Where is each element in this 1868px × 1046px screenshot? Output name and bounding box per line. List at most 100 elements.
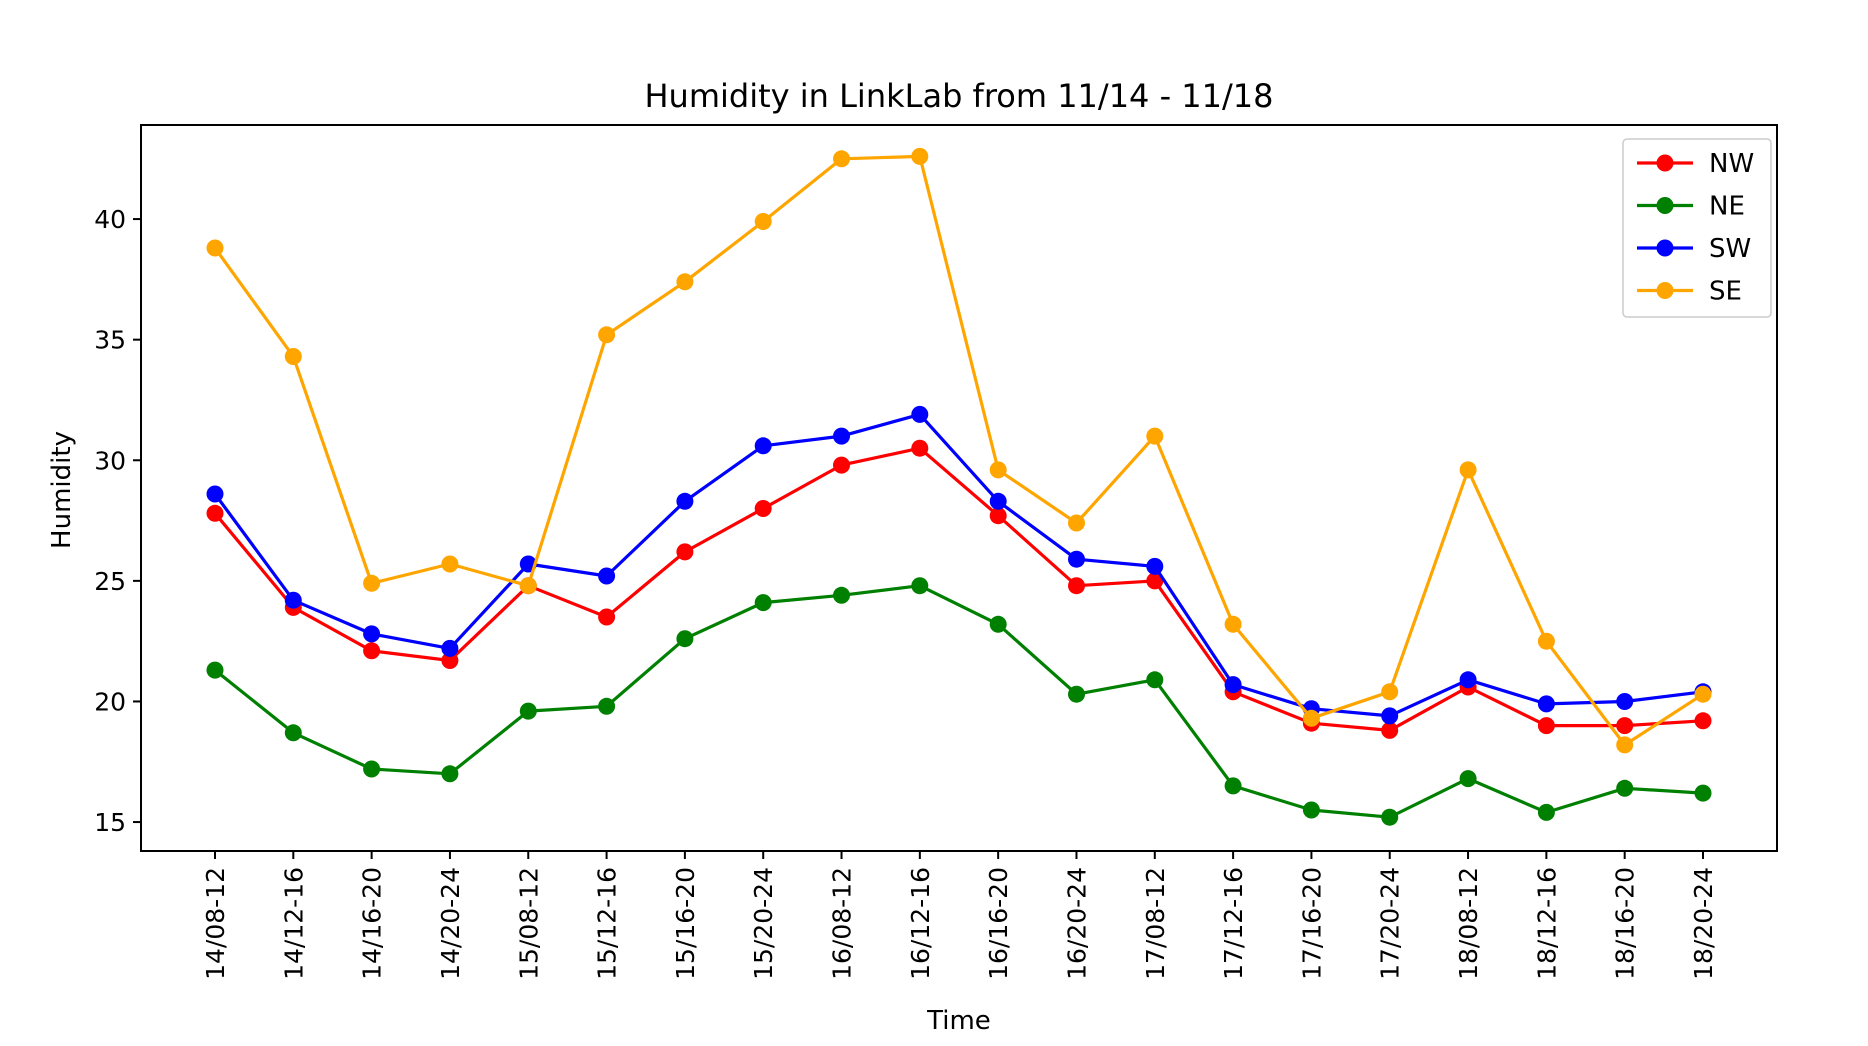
x-axis-ticks: 14/08-12 14/12-16 14/16-20 14/20-24 15/08-12… — [201, 851, 1718, 980]
data-point-ne — [1302, 801, 1320, 819]
data-point-sw — [284, 591, 302, 609]
x-tick-label: 15/20-24 — [749, 867, 778, 980]
x-tick-label: 14/08-12 — [201, 867, 230, 980]
series-line-sw — [213, 412, 1704, 718]
data-point-ne — [1068, 685, 1085, 703]
data-point-nw — [1537, 717, 1555, 735]
data-point-sw — [1068, 550, 1085, 568]
data-point-ne — [754, 594, 772, 612]
data-point-ne — [598, 697, 616, 715]
data-point-sw — [911, 405, 929, 423]
y-axis-label: Humidity — [47, 431, 77, 549]
y-tick-label: 40 — [94, 205, 126, 234]
data-point-nw — [1068, 577, 1085, 595]
data-point-se — [1381, 683, 1399, 701]
x-tick-label: 17/12-16 — [1219, 867, 1248, 980]
x-tick-label: 14/20-24 — [436, 867, 465, 980]
legend-marker-nw — [1656, 154, 1674, 172]
data-point-se — [1146, 427, 1164, 445]
data-point-se — [676, 273, 694, 291]
data-point-sw — [363, 625, 381, 643]
legend-marker-se — [1656, 282, 1674, 299]
data-point-nw — [598, 608, 616, 626]
legend-item-sw: SW — [1637, 234, 1751, 264]
data-point-nw — [206, 504, 224, 522]
x-tick-label: 18/16-20 — [1611, 867, 1640, 980]
series-line-se — [213, 154, 1704, 747]
data-point-se — [1537, 632, 1555, 650]
x-tick-label: 18/08-12 — [1454, 867, 1483, 980]
legend: NW NE SW SE — [1622, 138, 1772, 318]
data-point-se — [1616, 736, 1634, 754]
legend-label-sw: SW — [1709, 234, 1751, 264]
data-point-sw — [1224, 676, 1242, 694]
data-point-sw — [676, 492, 694, 510]
data-point-sw — [989, 492, 1007, 510]
data-point-sw — [598, 567, 616, 585]
x-tick-label: 15/16-20 — [671, 867, 700, 980]
legend-marker-sw — [1656, 239, 1674, 257]
legend-item-nw: NW — [1637, 149, 1754, 179]
x-tick-label: 17/08-12 — [1141, 867, 1170, 980]
y-axis-ticks: 15 20 25 30 35 40 — [94, 205, 141, 837]
series-line-nw — [213, 446, 1704, 733]
data-point-sw — [833, 427, 850, 445]
data-point-nw — [1616, 717, 1634, 735]
data-point-se — [911, 147, 929, 165]
data-point-ne — [1694, 784, 1712, 802]
data-point-ne — [519, 702, 537, 720]
data-point-se — [1302, 709, 1320, 727]
x-tick-label: 14/16-20 — [358, 867, 387, 980]
data-point-nw — [441, 652, 459, 669]
x-tick-label: 16/12-16 — [906, 867, 935, 980]
data-point-se — [206, 239, 224, 257]
y-tick-label: 20 — [94, 687, 126, 716]
data-point-se — [1068, 514, 1085, 532]
x-tick-label: 18/20-24 — [1689, 867, 1718, 980]
data-point-sw — [754, 437, 772, 455]
data-point-ne — [989, 615, 1007, 633]
data-point-sw — [1616, 693, 1634, 710]
data-point-nw — [1694, 712, 1712, 730]
data-point-se — [598, 326, 616, 344]
legend-marker-ne — [1656, 197, 1674, 214]
data-point-se — [363, 574, 381, 592]
data-point-nw — [1146, 572, 1164, 590]
x-axis-label: Time — [926, 1006, 991, 1036]
data-point-se — [519, 577, 537, 595]
data-point-nw — [911, 439, 929, 457]
y-tick-label: 30 — [94, 446, 126, 475]
x-tick-label: 16/08-12 — [828, 867, 857, 980]
data-point-ne — [1146, 671, 1164, 689]
data-point-ne — [911, 577, 929, 595]
series-ne — [206, 577, 1712, 826]
series-line-ne — [213, 584, 1704, 819]
data-point-se — [441, 555, 459, 573]
data-point-sw — [206, 485, 224, 503]
series-sw — [206, 405, 1712, 725]
x-tick-label: 17/16-20 — [1297, 867, 1326, 980]
legend-label-nw: NW — [1709, 149, 1754, 179]
plot-area-frame — [140, 124, 1778, 852]
x-tick-label: 16/20-24 — [1062, 867, 1091, 980]
data-point-ne — [206, 661, 224, 679]
data-point-ne — [1616, 779, 1634, 797]
data-point-ne — [833, 586, 850, 604]
x-tick-label: 15/08-12 — [514, 867, 543, 980]
data-point-sw — [441, 639, 459, 657]
chart-title: Humidity in LinkLab from 11/14 - 11/18 — [644, 77, 1273, 115]
data-point-nw — [754, 500, 772, 517]
data-point-ne — [1381, 808, 1399, 826]
data-point-ne — [284, 724, 302, 742]
legend-label-se: SE — [1709, 277, 1742, 307]
series-se — [206, 147, 1712, 754]
data-point-nw — [1381, 721, 1399, 739]
legend-frame — [1622, 138, 1772, 318]
series-nw — [206, 439, 1712, 739]
data-point-sw — [1459, 671, 1477, 689]
y-tick-label: 15 — [94, 808, 126, 837]
data-point-nw — [363, 642, 381, 660]
